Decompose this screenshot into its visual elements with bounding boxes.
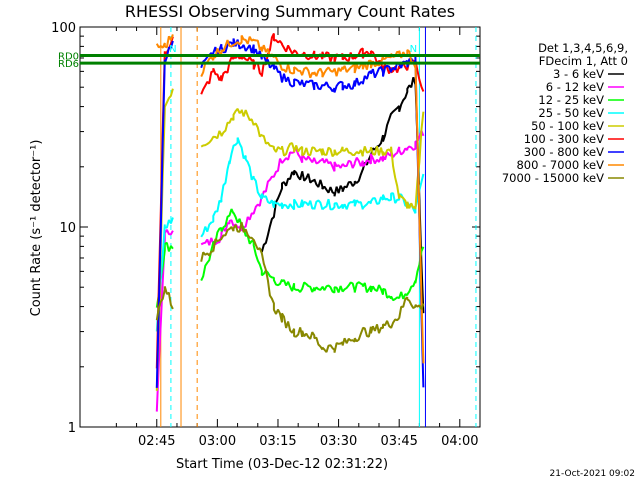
x-tick-label: 04:00 xyxy=(441,434,478,449)
y-axis-label: Count Rate (s⁻¹ detector⁻¹) xyxy=(29,140,44,317)
series-line xyxy=(260,77,425,314)
x-tick-label: 03:30 xyxy=(320,434,357,449)
legend-entry-label: 7000 - 15000 keV xyxy=(502,171,604,185)
legend-entry-label: 25 - 50 keV xyxy=(538,106,604,120)
y-tick-label: 1 xyxy=(68,421,76,436)
legend: Det 1,3,4,5,6,9,FDecim 1, Att 03 - 6 keV… xyxy=(502,41,628,185)
legend-entry-label: 50 - 100 keV xyxy=(531,119,604,133)
footer-date: 21-Oct-2021 09:02 xyxy=(550,469,635,479)
legend-entry-label: 3 - 6 keV xyxy=(553,67,604,81)
x-tick-label: 03:00 xyxy=(199,434,236,449)
legend-entry-label: 300 - 800 keV xyxy=(524,145,604,159)
legend-header: FDecim 1, Att 0 xyxy=(539,54,628,68)
x-axis-label: Start Time (03-Dec-12 02:31:22) xyxy=(176,457,388,472)
x-tick-label: 03:15 xyxy=(259,434,296,449)
y-tick-label: 10 xyxy=(59,221,76,236)
legend-entry-label: 6 - 12 keV xyxy=(546,80,604,94)
reference-line-label: RD0 xyxy=(58,52,79,63)
series-line xyxy=(155,222,425,353)
reference-line-label: RD6 xyxy=(58,59,79,70)
y-tick-label: 100 xyxy=(51,21,76,36)
plot-layer: 1 10 100 02:45 03:00 03:15 03:30 03:45 04:00 RD0R… xyxy=(51,21,481,449)
annotation-label: N xyxy=(410,44,417,55)
legend-entry-label: 800 - 7000 keV xyxy=(516,158,604,172)
legend-header: Det 1,3,4,5,6,9, xyxy=(538,41,628,55)
legend-entry-label: 12 - 25 keV xyxy=(538,93,604,107)
annotation-label: N xyxy=(169,44,176,55)
series-line xyxy=(155,38,425,388)
x-tick-label: 02:45 xyxy=(138,434,175,449)
x-tick-label: 03:45 xyxy=(380,434,417,449)
legend-entry-label: 100 - 300 keV xyxy=(524,132,604,146)
chart-title: RHESSI Observing Summary Count Rates xyxy=(125,2,455,21)
